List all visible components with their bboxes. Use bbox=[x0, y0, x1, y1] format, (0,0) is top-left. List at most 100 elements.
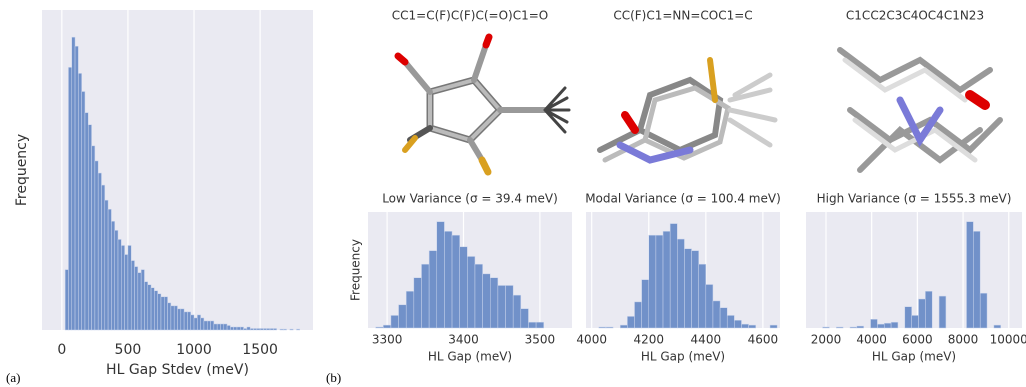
bar bbox=[101, 185, 104, 330]
bar bbox=[227, 325, 230, 330]
bar bbox=[656, 235, 663, 328]
bar bbox=[108, 209, 111, 330]
bar bbox=[148, 285, 151, 330]
bar bbox=[82, 92, 85, 330]
bar bbox=[197, 315, 200, 330]
x-tick-label: 0 bbox=[57, 342, 66, 358]
bar bbox=[164, 297, 167, 330]
bar bbox=[966, 222, 973, 328]
bar bbox=[131, 261, 134, 330]
bar bbox=[254, 328, 257, 330]
bar bbox=[105, 200, 108, 330]
bar bbox=[138, 273, 141, 330]
bar bbox=[727, 315, 734, 328]
figure: (a) (b) CC1=C(F)C(F)C(=O)C1=O CC(F)C1=NN… bbox=[0, 0, 1026, 387]
bar bbox=[891, 322, 898, 328]
x-axis-label: HL Gap Stdev (meV) bbox=[106, 362, 249, 378]
bar bbox=[125, 255, 128, 330]
bar bbox=[599, 327, 606, 328]
bar bbox=[290, 329, 293, 330]
bar bbox=[154, 291, 157, 330]
bar bbox=[421, 264, 429, 328]
bar bbox=[857, 326, 864, 328]
bar bbox=[230, 327, 233, 330]
bar bbox=[642, 280, 649, 328]
bar bbox=[161, 297, 164, 330]
bar bbox=[207, 321, 210, 330]
x-tick-label: 3300 bbox=[372, 333, 403, 347]
bar bbox=[383, 325, 391, 328]
panel-label: (a) bbox=[6, 370, 20, 385]
bar bbox=[191, 315, 194, 330]
bar bbox=[713, 301, 720, 328]
bar bbox=[770, 325, 777, 328]
x-tick-label: 4200 bbox=[633, 333, 664, 347]
bar bbox=[72, 37, 75, 330]
bar bbox=[823, 327, 830, 328]
bar bbox=[452, 235, 460, 328]
x-tick-label: 4000 bbox=[856, 333, 887, 347]
bar bbox=[980, 293, 987, 328]
bar bbox=[536, 322, 544, 328]
bar bbox=[467, 256, 475, 328]
bar bbox=[460, 247, 468, 328]
bar bbox=[692, 251, 699, 328]
bar bbox=[260, 328, 263, 330]
bar bbox=[734, 320, 741, 328]
bar bbox=[280, 329, 283, 330]
bar bbox=[973, 231, 980, 328]
chart-title: Modal Variance (σ = 100.4 meV) bbox=[585, 192, 781, 206]
bar bbox=[194, 318, 197, 330]
bar bbox=[677, 239, 684, 328]
bar bbox=[437, 222, 445, 328]
bar bbox=[720, 308, 727, 328]
x-tick-label: 10000 bbox=[990, 333, 1026, 347]
bar bbox=[706, 285, 713, 329]
x-tick-label: 4600 bbox=[748, 333, 779, 347]
bar bbox=[151, 288, 154, 330]
x-tick-label: 1500 bbox=[242, 342, 278, 358]
molecule-label: CC1=C(F)C(F)C(=O)C1=O bbox=[392, 9, 549, 23]
molecule-label: C1CC2C3C4OC4C1N23 bbox=[846, 9, 984, 23]
x-tick-label: 3400 bbox=[448, 333, 479, 347]
bar bbox=[111, 221, 114, 330]
bar bbox=[128, 245, 131, 330]
bar bbox=[406, 291, 414, 328]
bar bbox=[490, 278, 498, 328]
x-tick-label: 6000 bbox=[902, 333, 933, 347]
bar bbox=[115, 230, 118, 330]
bar bbox=[237, 327, 240, 330]
bar bbox=[220, 324, 223, 330]
bar bbox=[211, 321, 214, 330]
bar bbox=[171, 306, 174, 330]
bar bbox=[187, 312, 190, 330]
bar bbox=[399, 305, 407, 328]
bar bbox=[528, 322, 536, 328]
x-axis-label: HL Gap (meV) bbox=[428, 350, 512, 364]
bar bbox=[877, 324, 884, 328]
bar bbox=[627, 316, 634, 328]
bar bbox=[68, 67, 71, 330]
chart-title: Low Variance (σ = 39.4 meV) bbox=[382, 192, 558, 206]
bar bbox=[912, 315, 919, 328]
bar bbox=[836, 327, 843, 328]
bar bbox=[429, 251, 437, 328]
bar bbox=[391, 315, 399, 328]
bar bbox=[884, 323, 891, 328]
bar bbox=[244, 328, 247, 330]
bar bbox=[905, 307, 912, 328]
bar bbox=[649, 235, 656, 328]
bar bbox=[178, 309, 181, 330]
bar bbox=[168, 303, 171, 330]
bar bbox=[414, 278, 422, 328]
y-axis-label: Frequency bbox=[14, 134, 30, 206]
bar bbox=[699, 264, 706, 328]
bar bbox=[741, 324, 748, 328]
bar bbox=[475, 264, 483, 328]
bar bbox=[919, 299, 926, 328]
bar bbox=[444, 231, 452, 328]
plot-background bbox=[806, 212, 1022, 328]
x-tick-label: 1000 bbox=[176, 342, 212, 358]
bar bbox=[684, 249, 691, 328]
bar bbox=[121, 245, 124, 330]
